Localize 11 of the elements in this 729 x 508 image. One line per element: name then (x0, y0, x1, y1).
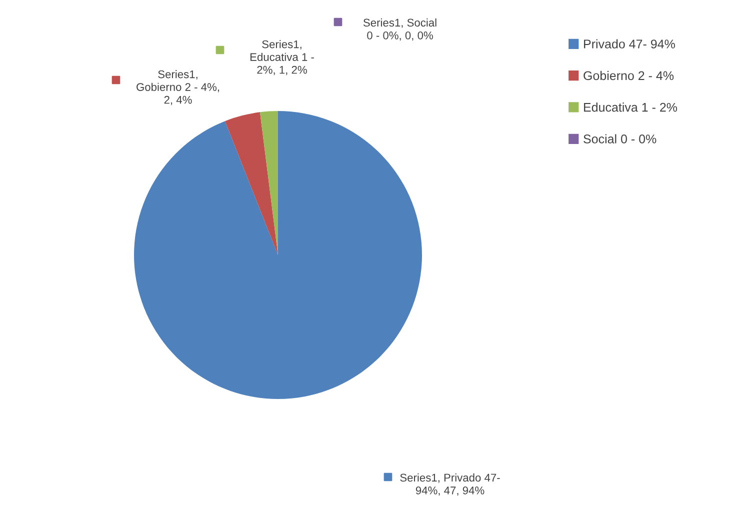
pie-slice (260, 111, 278, 255)
text: Series1, Social 0 - 0%, 0, 0% (363, 18, 436, 41)
data-label: Series1, Gobierno 2 - 4%, 2, 4% (136, 70, 219, 106)
legend-label: Privado 47- 94% (584, 39, 675, 48)
data-label: Series1, Privado 47- 94%, 47, 94% (400, 473, 500, 496)
data-label: Series1, Educativa 1 - 2%, 1, 2% (250, 40, 314, 76)
pie-slice (224, 112, 278, 255)
legend-label: Gobierno 2 - 4% (584, 70, 674, 80)
pie-slice (134, 111, 422, 399)
legend-label: Educativa 1 - 2% (584, 102, 678, 112)
legend-label: Social 0 - 0% (584, 134, 656, 144)
